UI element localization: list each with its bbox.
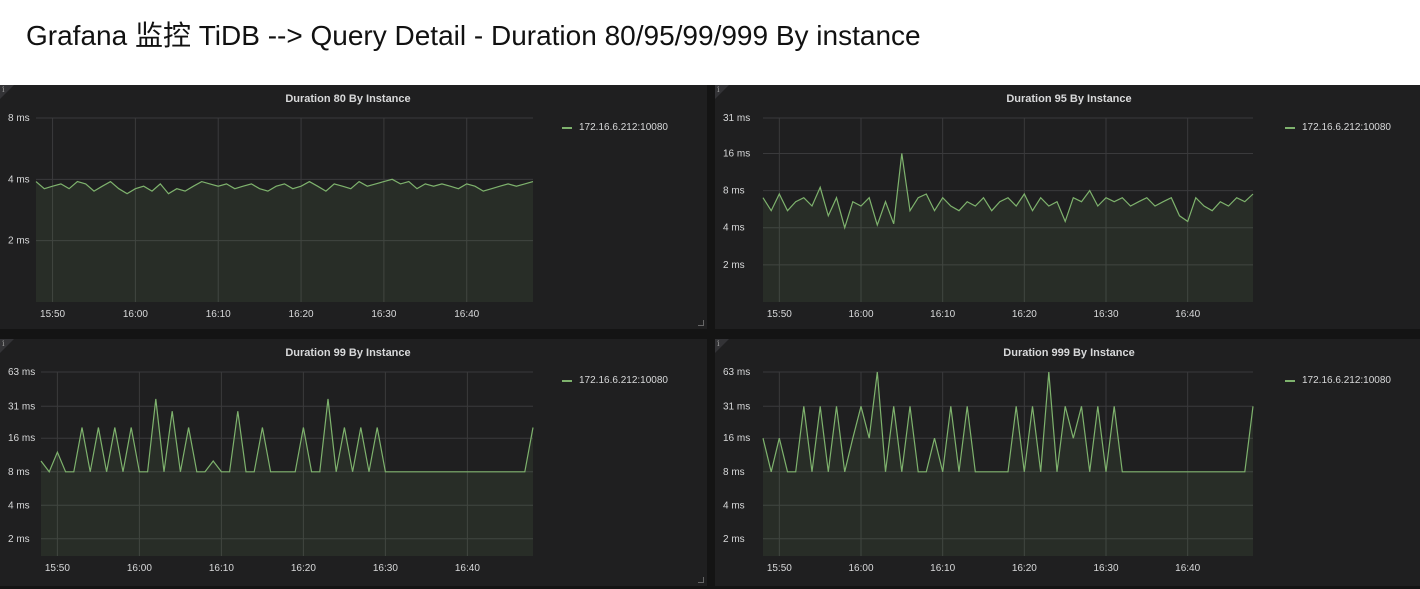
x-tick-label: 16:00 [848, 563, 873, 574]
y-tick-label: 63 ms [723, 367, 750, 378]
info-icon[interactable] [715, 339, 729, 353]
x-tick-label: 16:40 [1175, 563, 1200, 574]
info-icon[interactable] [0, 85, 14, 99]
panel-title[interactable]: Duration 999 By Instance [1003, 347, 1135, 359]
x-tick-label: 16:00 [848, 309, 873, 320]
y-tick-label: 8 ms [8, 467, 30, 478]
x-tick-label: 16:20 [1012, 563, 1037, 574]
chart-area: 2 ms 4 ms 8 ms 16 ms 31 ms 15:50 16:00 16:10 16:… [723, 113, 1254, 320]
legend-label: 172.16.6.212:10080 [579, 375, 668, 386]
info-icon-glyph: i [717, 85, 720, 94]
y-tick-label: 8 ms [8, 113, 30, 124]
chart-area: 2 ms 4 ms 8 ms 16 ms 31 ms 63 ms 15:50 16:00 16:… [723, 367, 1254, 574]
y-tick-label: 31 ms [723, 401, 750, 412]
legend-item[interactable]: 172.16.6.212:10080 [1285, 122, 1391, 133]
legend-swatch [562, 379, 572, 382]
y-tick-label: 2 ms [8, 534, 30, 545]
series-line [762, 153, 1254, 230]
y-tick-label: 4 ms [8, 500, 30, 511]
x-tick-label: 16:10 [209, 563, 234, 574]
grafana-dashboard: i Duration 80 By Instance 172.16.6.212:1… [0, 85, 1420, 589]
panel-title[interactable]: Duration 80 By Instance [285, 93, 411, 105]
panel-duration-99[interactable]: i Duration 99 By Instance 172.16.6.212:1… [0, 339, 707, 586]
info-icon[interactable] [0, 339, 14, 353]
x-tick-label: 15:50 [45, 563, 70, 574]
series-line [40, 398, 534, 473]
x-tick-label: 16:30 [1093, 309, 1118, 320]
series-line [762, 371, 1254, 473]
panel-duration-80[interactable]: i Duration 80 By Instance 172.16.6.212:1… [0, 85, 707, 329]
x-tick-label: 16:10 [206, 309, 231, 320]
y-tick-label: 8 ms [723, 467, 745, 478]
x-tick-label: 15:50 [767, 563, 792, 574]
y-tick-label: 63 ms [8, 367, 35, 378]
slide-title: Grafana 监控 TiDB --> Query Detail - Durat… [26, 20, 921, 51]
legend-label: 172.16.6.212:10080 [1302, 122, 1391, 133]
info-icon-glyph: i [2, 85, 5, 94]
x-tick-label: 16:30 [371, 309, 396, 320]
resize-handle-icon[interactable] [698, 320, 704, 326]
x-tick-label: 16:00 [123, 309, 148, 320]
y-tick-label: 16 ms [8, 433, 35, 444]
info-icon-glyph: i [717, 339, 720, 348]
x-tick-label: 16:40 [1175, 309, 1200, 320]
chart-area: 2 ms 4 ms 8 ms 15:50 16:00 16:10 16:20 16:30 16:… [8, 113, 534, 320]
legend-label: 172.16.6.212:10080 [579, 122, 668, 133]
y-tick-label: 31 ms [723, 113, 750, 124]
panel-title[interactable]: Duration 95 By Instance [1006, 93, 1132, 105]
y-tick-label: 4 ms [8, 174, 30, 185]
x-tick-label: 16:00 [127, 563, 152, 574]
legend-label: 172.16.6.212:10080 [1302, 375, 1391, 386]
x-tick-label: 16:40 [454, 309, 479, 320]
x-tick-label: 16:20 [289, 309, 314, 320]
legend-item[interactable]: 172.16.6.212:10080 [562, 122, 668, 133]
x-tick-label: 16:20 [291, 563, 316, 574]
x-tick-label: 16:10 [930, 563, 955, 574]
y-tick-label: 16 ms [723, 148, 750, 159]
series-area [763, 153, 1253, 302]
series-area [36, 179, 533, 302]
panel-duration-95[interactable]: i Duration 95 By Instance 172.16.6.212:1… [715, 85, 1420, 329]
y-tick-label: 31 ms [8, 401, 35, 412]
series-line [35, 178, 534, 195]
y-tick-label: 8 ms [723, 186, 745, 197]
series-area [763, 372, 1253, 556]
y-tick-label: 4 ms [723, 500, 745, 511]
x-tick-label: 15:50 [767, 309, 792, 320]
legend-swatch [1285, 379, 1295, 382]
panel-title[interactable]: Duration 99 By Instance [285, 347, 411, 359]
chart-area: 2 ms 4 ms 8 ms 16 ms 31 ms 63 ms 15:50 16:00 16:… [8, 367, 534, 574]
info-icon-glyph: i [2, 339, 5, 348]
legend-item[interactable]: 172.16.6.212:10080 [1285, 375, 1391, 386]
x-tick-label: 16:30 [373, 563, 398, 574]
y-tick-label: 2 ms [723, 534, 745, 545]
info-icon[interactable] [715, 85, 729, 99]
x-tick-label: 16:10 [930, 309, 955, 320]
legend-swatch [562, 126, 572, 129]
x-tick-label: 16:40 [455, 563, 480, 574]
panel-duration-999[interactable]: i Duration 999 By Instance 172.16.6.212:… [715, 339, 1420, 586]
y-tick-label: 4 ms [723, 223, 745, 234]
x-tick-label: 16:30 [1093, 563, 1118, 574]
x-tick-label: 16:20 [1012, 309, 1037, 320]
series-area [41, 399, 533, 556]
y-tick-label: 2 ms [723, 260, 745, 271]
y-tick-label: 2 ms [8, 236, 30, 247]
x-tick-label: 15:50 [40, 309, 65, 320]
resize-handle-icon[interactable] [698, 577, 704, 583]
legend-item[interactable]: 172.16.6.212:10080 [562, 375, 668, 386]
y-tick-label: 16 ms [723, 433, 750, 444]
legend-swatch [1285, 126, 1295, 129]
